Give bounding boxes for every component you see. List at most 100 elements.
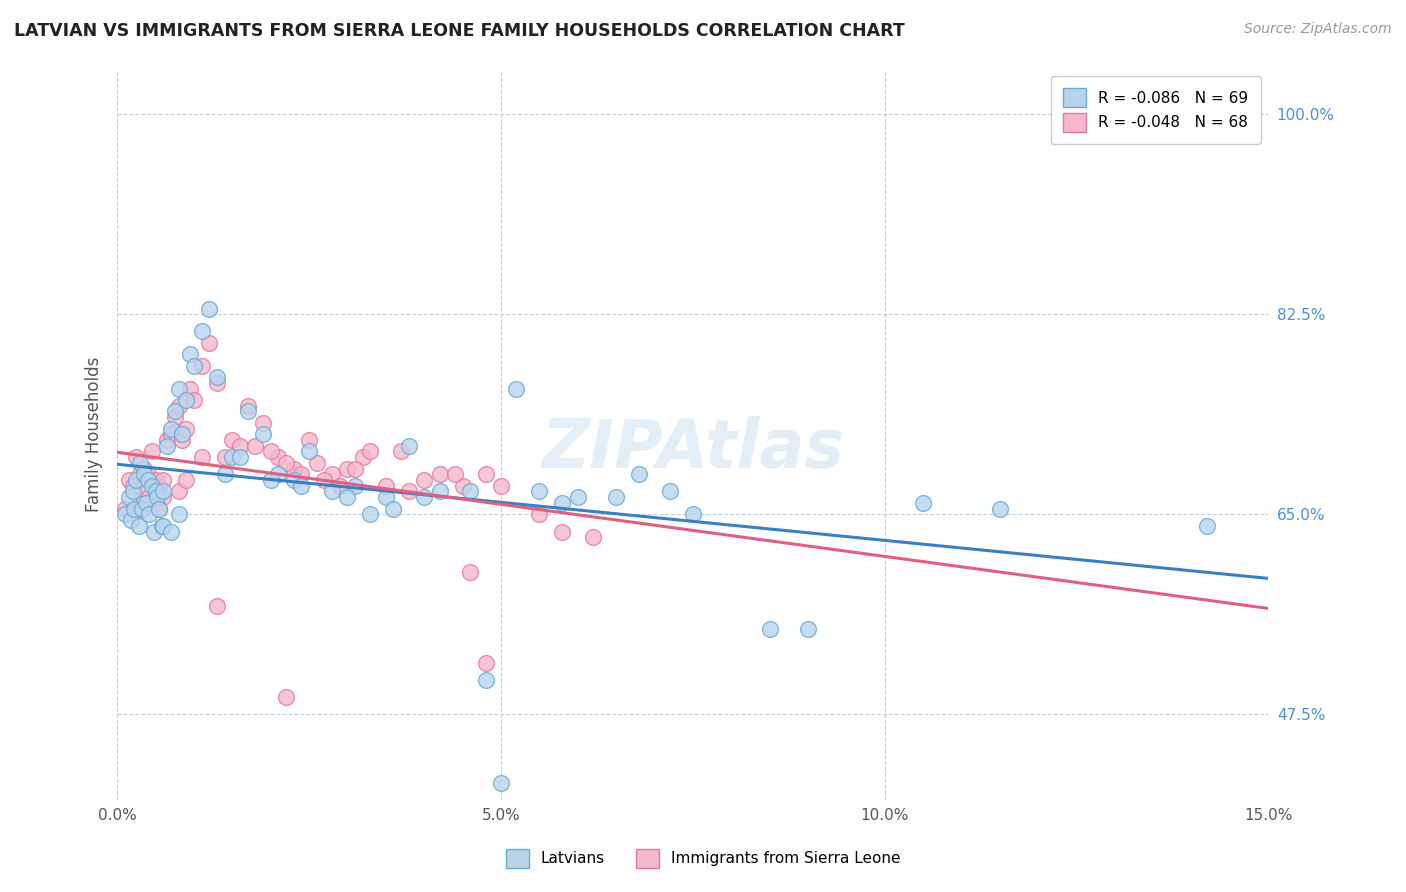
Point [344, 461, 367, 475]
Point [505, 382, 527, 396]
Point [429, 467, 451, 482]
Point [205, 599, 228, 613]
Point [628, 467, 651, 482]
Point [167, 484, 190, 499]
Point [352, 450, 374, 465]
Point [336, 461, 359, 475]
Point [321, 467, 343, 482]
Point [122, 501, 145, 516]
Point [252, 416, 274, 430]
Point [156, 433, 179, 447]
Point [567, 490, 589, 504]
Point [160, 422, 183, 436]
Point [129, 467, 152, 482]
Legend: Latvians, Immigrants from Sierra Leone: Latvians, Immigrants from Sierra Leone [494, 837, 912, 880]
Point [214, 450, 236, 465]
Point [160, 524, 183, 539]
Text: Source: ZipAtlas.com: Source: ZipAtlas.com [1244, 22, 1392, 37]
Point [529, 508, 551, 522]
Point [374, 479, 396, 493]
Text: ZIPAtlas: ZIPAtlas [541, 416, 845, 482]
Text: LATVIAN VS IMMIGRANTS FROM SIERRA LEONE FAMILY HOUSEHOLDS CORRELATION CHART: LATVIAN VS IMMIGRANTS FROM SIERRA LEONE … [14, 22, 905, 40]
Legend: R = -0.086   N = 69, R = -0.048   N = 68: R = -0.086 N = 69, R = -0.048 N = 68 [1052, 76, 1261, 144]
Point [198, 301, 221, 316]
Point [174, 473, 197, 487]
Point [582, 530, 605, 544]
Point [120, 513, 142, 527]
Point [143, 524, 166, 539]
Point [145, 473, 167, 487]
Point [229, 439, 252, 453]
Point [298, 433, 321, 447]
Point [174, 392, 197, 407]
Point [267, 467, 290, 482]
Point [152, 518, 174, 533]
Point [329, 479, 352, 493]
Point [797, 622, 820, 636]
Point [236, 404, 259, 418]
Point [221, 450, 243, 465]
Point [132, 467, 155, 482]
Point [344, 479, 367, 493]
Point [156, 439, 179, 453]
Point [141, 479, 163, 493]
Point [290, 467, 312, 482]
Point [125, 473, 148, 487]
Point [160, 427, 183, 442]
Point [458, 484, 481, 499]
Point [429, 484, 451, 499]
Point [138, 508, 160, 522]
Point [138, 490, 160, 504]
Point [389, 444, 412, 458]
Point [121, 479, 143, 493]
Point [163, 410, 186, 425]
Point [183, 392, 205, 407]
Point [359, 508, 381, 522]
Point [118, 473, 141, 487]
Point [551, 524, 574, 539]
Point [398, 439, 420, 453]
Point [382, 501, 405, 516]
Point [444, 467, 467, 482]
Point [260, 473, 283, 487]
Point [152, 473, 174, 487]
Point [413, 473, 436, 487]
Point [114, 501, 136, 516]
Point [129, 456, 152, 470]
Point [529, 484, 551, 499]
Point [128, 496, 150, 510]
Point [274, 456, 297, 470]
Point [682, 508, 704, 522]
Point [190, 359, 212, 373]
Point [314, 473, 336, 487]
Point [125, 450, 148, 465]
Point [214, 467, 236, 482]
Point [190, 450, 212, 465]
Point [135, 484, 157, 499]
Point [148, 501, 170, 516]
Point [229, 450, 252, 465]
Point [183, 359, 205, 373]
Point [135, 496, 157, 510]
Point [290, 479, 312, 493]
Point [118, 490, 141, 504]
Point [114, 508, 136, 522]
Point [245, 439, 267, 453]
Point [451, 479, 474, 493]
Point [283, 473, 305, 487]
Point [236, 399, 259, 413]
Point [148, 501, 170, 516]
Point [152, 484, 174, 499]
Point [172, 433, 194, 447]
Point [179, 382, 201, 396]
Point [205, 370, 228, 384]
Point [605, 490, 627, 504]
Point [174, 422, 197, 436]
Point [489, 776, 512, 790]
Y-axis label: Family Households: Family Households [86, 357, 103, 512]
Point [359, 444, 381, 458]
Point [474, 656, 496, 670]
Point [167, 508, 190, 522]
Point [474, 673, 496, 687]
Point [121, 484, 143, 499]
